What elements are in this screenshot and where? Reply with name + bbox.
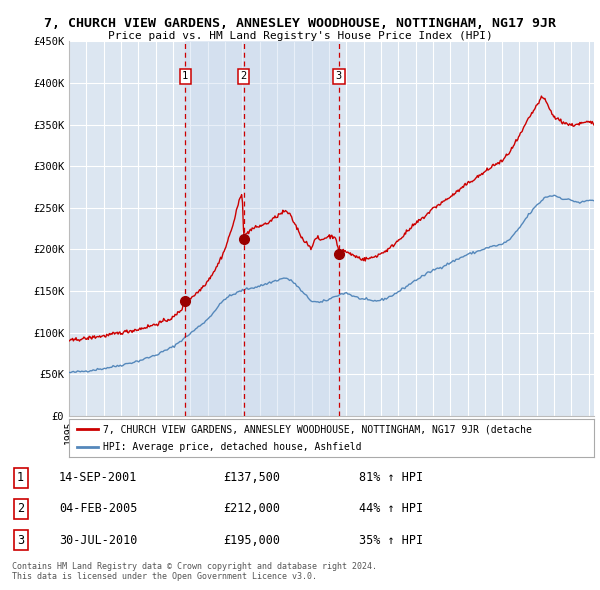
Text: 44% ↑ HPI: 44% ↑ HPI — [359, 502, 423, 516]
Text: £212,000: £212,000 — [224, 502, 281, 516]
Bar — [185, 41, 339, 416]
Text: £195,000: £195,000 — [224, 533, 281, 546]
Text: 1: 1 — [17, 471, 24, 484]
Text: 7, CHURCH VIEW GARDENS, ANNESLEY WOODHOUSE, NOTTINGHAM, NG17 9JR (detache: 7, CHURCH VIEW GARDENS, ANNESLEY WOODHOU… — [103, 424, 532, 434]
Text: 3: 3 — [17, 533, 24, 546]
Text: HPI: Average price, detached house, Ashfield: HPI: Average price, detached house, Ashf… — [103, 442, 362, 452]
Text: 30-JUL-2010: 30-JUL-2010 — [59, 533, 137, 546]
Text: 1: 1 — [182, 71, 188, 81]
Text: 04-FEB-2005: 04-FEB-2005 — [59, 502, 137, 516]
Text: £137,500: £137,500 — [224, 471, 281, 484]
Text: 3: 3 — [336, 71, 342, 81]
Text: 2: 2 — [17, 502, 24, 516]
Text: Price paid vs. HM Land Registry's House Price Index (HPI): Price paid vs. HM Land Registry's House … — [107, 31, 493, 41]
Text: 7, CHURCH VIEW GARDENS, ANNESLEY WOODHOUSE, NOTTINGHAM, NG17 9JR: 7, CHURCH VIEW GARDENS, ANNESLEY WOODHOU… — [44, 17, 556, 30]
Text: 2: 2 — [241, 71, 247, 81]
Text: 35% ↑ HPI: 35% ↑ HPI — [359, 533, 423, 546]
Text: 14-SEP-2001: 14-SEP-2001 — [59, 471, 137, 484]
Text: 81% ↑ HPI: 81% ↑ HPI — [359, 471, 423, 484]
Text: Contains HM Land Registry data © Crown copyright and database right 2024.
This d: Contains HM Land Registry data © Crown c… — [12, 562, 377, 581]
